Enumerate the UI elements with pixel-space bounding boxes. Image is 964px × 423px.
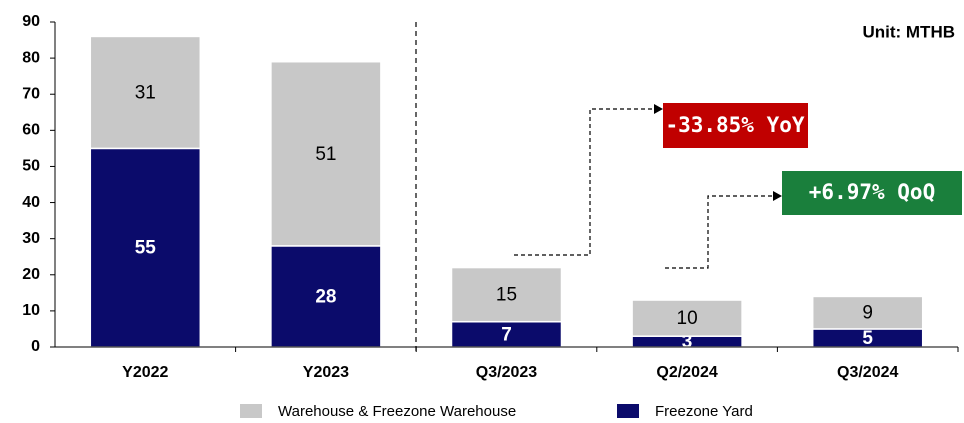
data-label: 51 [315,144,336,165]
yoy-arrow [514,108,656,256]
bar-segment [450,266,563,323]
bar-segment [811,295,924,330]
bar-segment [631,299,743,337]
data-label: 7 [501,324,512,345]
y-tick-label: 60 [22,122,40,139]
data-label: 15 [496,285,517,306]
qoq-text: +6.97% QoQ [809,180,935,204]
y-tick-label: 40 [22,194,40,211]
data-label: 9 [862,303,873,324]
legend-swatch [617,404,639,418]
y-tick-label: 30 [22,230,40,247]
x-tick-label: Y2022 [122,364,168,381]
yoy-box [663,103,808,148]
data-label: 31 [135,82,156,103]
y-tick-label: 90 [22,13,40,30]
x-tick-label: Q3/2024 [837,364,898,381]
legend-swatch [240,404,262,418]
legend-label: Warehouse & Freezone Warehouse [278,403,516,420]
x-tick-label: Q3/2023 [476,364,537,381]
yoy-text: -33.85% YoY [665,113,804,137]
data-label: 3 [682,332,693,353]
data-label: 10 [677,308,698,329]
legend-label: Freezone Yard [655,403,753,420]
y-tick-label: 10 [22,302,40,319]
arrowhead [654,104,663,114]
qoq-arrow [665,195,775,269]
x-tick-label: Q2/2024 [656,364,717,381]
y-tick-label: 20 [22,266,40,283]
y-tick-label: 70 [22,85,40,102]
data-label: 5 [862,328,873,349]
y-tick-label: 0 [31,338,40,355]
bar-segment [89,35,202,150]
data-label: 28 [315,286,336,307]
arrowhead [773,191,782,201]
y-tick-label: 80 [22,49,40,66]
y-tick-label: 50 [22,158,40,175]
bar-segment [270,60,382,247]
x-tick-label: Y2023 [303,364,349,381]
qoq-box [782,171,962,215]
unit-label: Unit: MTHB [862,22,955,41]
data-label: 55 [135,238,157,259]
bar-segment [270,245,382,348]
